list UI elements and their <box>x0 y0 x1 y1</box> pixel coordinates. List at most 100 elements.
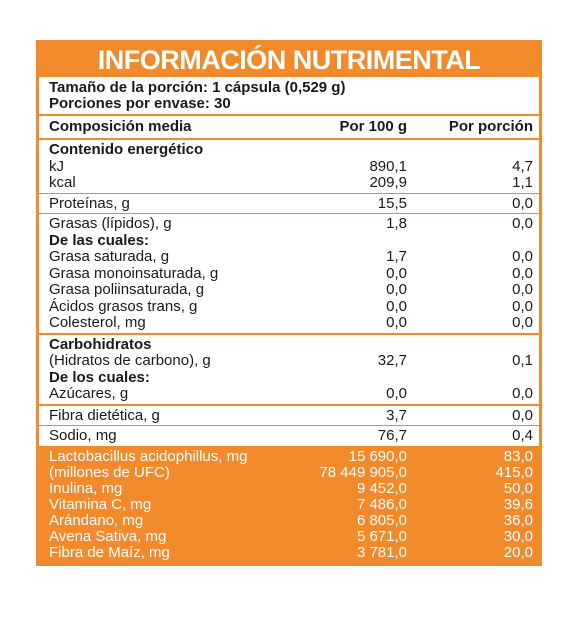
value-per-100g: 209,9 <box>369 174 407 191</box>
value-per-100g: 15,5 <box>377 194 407 212</box>
nutrient-label: (millones de UFC) <box>49 463 170 481</box>
servings-per-container: Porciones por envase: 30 <box>49 95 231 112</box>
panel-title: INFORMACIÓN NUTRIMENTAL <box>39 43 539 77</box>
serving-info: Tamaño de la porción: 1 cápsula (0,529 g… <box>39 77 539 116</box>
value-per-serving: 0,1 <box>512 352 533 369</box>
value-per-100g: 3,7 <box>386 406 407 424</box>
serving-size: Tamaño de la porción: 1 cápsula (0,529 g… <box>49 79 346 96</box>
value-per-serving: 30,0 <box>503 527 533 545</box>
value-per-serving: 0,4 <box>512 427 533 444</box>
nutrient-label: De las cuales: <box>49 231 150 249</box>
table-header: Composición media Por 100 g Por porción <box>39 116 539 140</box>
value-per-serving: 0,0 <box>512 314 533 331</box>
nutrient-row: (millones de UFC) 78 449 905,0 415,0 <box>39 463 539 481</box>
value-per-100g <box>269 370 407 387</box>
nutrient-label: Arándano, mg <box>49 511 144 529</box>
value-per-100g: 9 452,0 <box>356 479 407 497</box>
header-per-100g: Por 100 g <box>339 118 407 135</box>
value-per-100g <box>269 142 407 159</box>
nutrient-label: Grasa poliinsaturada, g <box>49 281 205 298</box>
value-per-serving <box>407 370 539 387</box>
nutrient-section: Fibra dietética, g 3,7 0,0 <box>39 406 539 426</box>
nutrient-label: Sodio, mg <box>49 427 117 444</box>
nutrient-row: Avena Sativa, mg 5 671,0 30,0 <box>39 527 539 545</box>
nutrient-section: Sodio, mg 76,7 0,4 <box>39 426 539 447</box>
value-per-serving: 83,0 <box>503 447 533 465</box>
nutrient-row: (Hidratos de carbono), g 32,7 0,1 <box>39 352 539 370</box>
nutrient-label: Inulina, mg <box>49 479 123 497</box>
nutrient-label: Fibra dietética, g <box>49 406 160 424</box>
value-per-serving: 36,0 <box>503 511 533 529</box>
value-per-serving: 50,0 <box>503 479 533 497</box>
nutrient-label: Grasa monoinsaturada, g <box>49 264 219 282</box>
nutrient-row: Proteínas, g 15,5 0,0 <box>39 194 539 213</box>
nutrient-label: Azúcares, g <box>49 385 129 402</box>
value-per-100g: 0,0 <box>386 314 407 331</box>
value-per-serving: 1,1 <box>512 174 533 191</box>
value-per-100g: 7 486,0 <box>356 495 407 513</box>
value-per-100g: 5 671,0 <box>356 527 407 545</box>
nutrient-row: Lactobacillus acidophillus, mg 15 690,0 83… <box>39 447 539 465</box>
value-per-100g: 76,7 <box>377 427 407 444</box>
additional-ingredients: Lactobacillus acidophillus, mg 15 690,0 83… <box>39 446 539 563</box>
value-per-serving: 415,0 <box>495 463 533 481</box>
nutrient-row: Grasa monoinsaturada, g 0,0 0,0 <box>39 264 539 283</box>
nutrient-row: Ácidos grasos trans, g 0,0 0,0 <box>39 297 539 316</box>
value-per-serving: 0,0 <box>512 215 533 232</box>
value-per-serving: 0,0 <box>512 385 533 402</box>
header-composition: Composición media <box>49 118 192 135</box>
nutrient-label: Avena Sativa, mg <box>49 527 167 545</box>
nutrient-label: (Hidratos de carbono), g <box>49 352 211 369</box>
nutrient-row: De los cuales: <box>39 368 539 387</box>
nutrient-row: Carbohidratos <box>39 335 539 354</box>
nutrient-section: Carbohidratos (Hidratos de carbono), g 32,… <box>39 335 539 406</box>
value-per-100g: 32,7 <box>377 352 407 369</box>
value-per-serving: 0,0 <box>512 281 533 298</box>
nutrient-label: Fibra de Maíz, mg <box>49 543 170 561</box>
nutrient-label: Grasas (lípidos), g <box>49 215 172 232</box>
nutrient-label: Proteínas, g <box>49 194 130 212</box>
nutrient-row: Sodio, mg 76,7 0,4 <box>39 427 539 445</box>
value-per-100g: 15 690,0 <box>348 447 407 465</box>
nutrient-label: Vitamina C, mg <box>49 495 152 513</box>
value-per-serving <box>407 233 539 250</box>
value-per-100g: 1,7 <box>386 248 407 265</box>
nutrient-row: Fibra dietética, g 3,7 0,0 <box>39 406 539 425</box>
nutrient-section: Contenido energético kJ 890,1 4,7 kcal 209,9 1… <box>39 140 539 194</box>
nutrition-facts-panel: INFORMACIÓN NUTRIMENTAL Tamaño de la por… <box>36 40 542 566</box>
nutrient-label: Lactobacillus acidophillus, mg <box>49 447 248 465</box>
header-per-serving: Por porción <box>448 118 533 135</box>
value-per-100g: 6 805,0 <box>356 511 407 529</box>
value-per-serving: 4,7 <box>512 157 533 175</box>
nutrient-row: De las cuales: <box>39 231 539 250</box>
value-per-100g: 0,0 <box>386 385 407 402</box>
value-per-serving: 20,0 <box>503 543 533 561</box>
nutrient-row: Vitamina C, mg 7 486,0 39,6 <box>39 495 539 513</box>
value-per-serving: 0,0 <box>512 248 533 265</box>
nutrient-row: Fibra de Maíz, mg 3 781,0 20,0 <box>39 543 539 561</box>
nutrient-row: Arándano, mg 6 805,0 36,0 <box>39 511 539 529</box>
value-per-100g <box>269 233 407 250</box>
nutrient-sections: Contenido energético kJ 890,1 4,7 kcal 209,9 1… <box>39 140 539 447</box>
nutrient-row: Contenido energético <box>39 141 539 159</box>
value-per-100g: 78 449 905,0 <box>319 463 407 481</box>
nutrient-row: Azúcares, g 0,0 0,0 <box>39 385 539 403</box>
value-per-100g: 0,0 <box>386 281 407 298</box>
nutrient-row: Colesterol, mg 0,0 0,0 <box>39 314 539 332</box>
nutrient-label: Contenido energético <box>49 141 204 158</box>
value-per-serving: 0,0 <box>512 194 533 212</box>
value-per-serving <box>407 142 539 159</box>
nutrient-row: Grasa poliinsaturada, g 0,0 0,0 <box>39 281 539 299</box>
nutrient-label: Grasa saturada, g <box>49 248 170 265</box>
value-per-serving: 0,0 <box>512 297 533 315</box>
nutrient-row: kcal 209,9 1,1 <box>39 174 539 192</box>
nutrient-row: Grasa saturada, g 1,7 0,0 <box>39 248 539 266</box>
value-per-serving: 39,6 <box>503 495 533 513</box>
value-per-100g: 3 781,0 <box>356 543 407 561</box>
nutrient-label: Carbohidratos <box>49 335 152 353</box>
value-per-100g: 1,8 <box>386 215 407 232</box>
nutrient-label: Ácidos grasos trans, g <box>49 297 198 315</box>
nutrient-section: Grasas (lípidos), g 1,8 0,0 De las cuales: G… <box>39 214 539 335</box>
nutrient-label: De los cuales: <box>49 368 150 386</box>
nutrient-label: kcal <box>49 174 76 191</box>
